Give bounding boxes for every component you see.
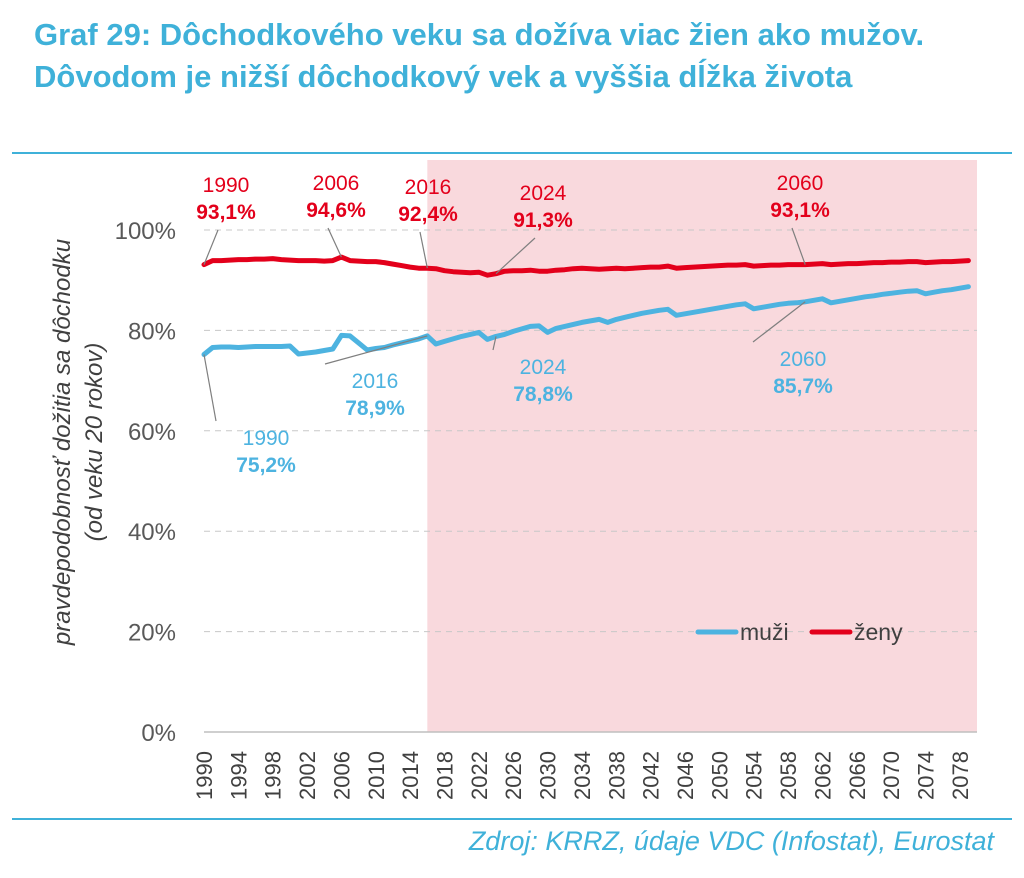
x-tick-label: 2018 [432, 751, 457, 800]
annotation-year: 2024 [520, 356, 567, 379]
x-tick-label: 2014 [398, 751, 423, 800]
y-axis-subtitle: (od veku 20 rokov) [81, 343, 108, 542]
annotation-year: 1990 [203, 174, 250, 197]
annotation-year: 2060 [777, 172, 824, 195]
source-note: Zdroj: KRRZ, údaje VDC (Infostat), Euros… [468, 826, 994, 856]
x-tick-label: 2046 [673, 751, 698, 800]
chart-title: Graf 29: Dôchodkového veku sa dožíva via… [34, 17, 925, 94]
annotation-leader [324, 335, 428, 365]
x-tick-label: 2058 [776, 751, 801, 800]
y-tick-label: 0% [141, 720, 176, 747]
x-tick-label: 2042 [639, 751, 664, 800]
x-tick-label: 2030 [536, 751, 561, 800]
x-tick-label: 2038 [604, 751, 629, 800]
x-tick-label: 1990 [192, 751, 217, 800]
x-tick-label: 2078 [948, 751, 973, 800]
x-tick-label: 2026 [501, 751, 526, 800]
x-tick-label: 1998 [261, 751, 286, 800]
annotation-leader [203, 354, 217, 422]
annotation-leader [419, 231, 428, 269]
annotation-leader [327, 227, 342, 258]
y-tick-label: 20% [128, 620, 176, 647]
legend-label: ženy [854, 619, 903, 645]
annotation-leader [752, 301, 806, 343]
x-tick-label: 2054 [742, 751, 767, 800]
x-tick-label: 2062 [810, 751, 835, 800]
series-line-men [201, 284, 971, 357]
y-tick-label: 40% [128, 519, 176, 546]
annotation-value: 93,1% [770, 199, 830, 222]
top-divider [12, 152, 1012, 154]
x-tick-label: 2066 [845, 751, 870, 800]
annotation-value: 78,9% [345, 397, 405, 420]
y-tick-label: 100% [115, 218, 176, 245]
x-tick-label: 2050 [707, 751, 732, 800]
annotation-value: 93,1% [196, 201, 256, 224]
x-tick-label: 2070 [879, 751, 904, 800]
annotation-year: 2016 [405, 176, 452, 199]
annotation-value: 85,7% [773, 375, 833, 398]
annotation-year: 2060 [780, 348, 827, 371]
annotation-value: 94,6% [306, 199, 366, 222]
x-tick-label: 2022 [467, 751, 492, 800]
annotation-value: 78,8% [513, 383, 573, 406]
annotation-year: 1990 [243, 427, 290, 450]
x-tick-label: 2002 [295, 751, 320, 800]
annotation-value: 75,2% [236, 454, 296, 477]
annotation-leader [495, 237, 536, 275]
annotation-leader [203, 229, 219, 265]
legend-label: muži [740, 619, 789, 645]
annotation-value: 91,3% [513, 209, 573, 232]
x-tick-label: 1994 [226, 751, 251, 800]
annotation-year: 2006 [313, 172, 360, 195]
series-line-women [201, 254, 971, 278]
annotation-leader [791, 227, 806, 265]
y-tick-label: 60% [128, 419, 176, 446]
x-tick-label: 2074 [913, 751, 938, 800]
projection-region [427, 160, 977, 732]
x-tick-label: 2010 [364, 751, 389, 800]
bottom-divider [12, 818, 1012, 820]
x-tick-label: 2034 [570, 751, 595, 800]
annotation-year: 2016 [352, 370, 399, 393]
y-axis-title: pravdepodobnosť dožitia sa dôchodku [49, 239, 76, 646]
y-tick-label: 80% [128, 318, 176, 345]
x-tick-label: 2006 [329, 751, 354, 800]
annotation-value: 92,4% [398, 203, 458, 226]
annotation-year: 2024 [520, 182, 567, 205]
annotation-leader [492, 336, 497, 351]
